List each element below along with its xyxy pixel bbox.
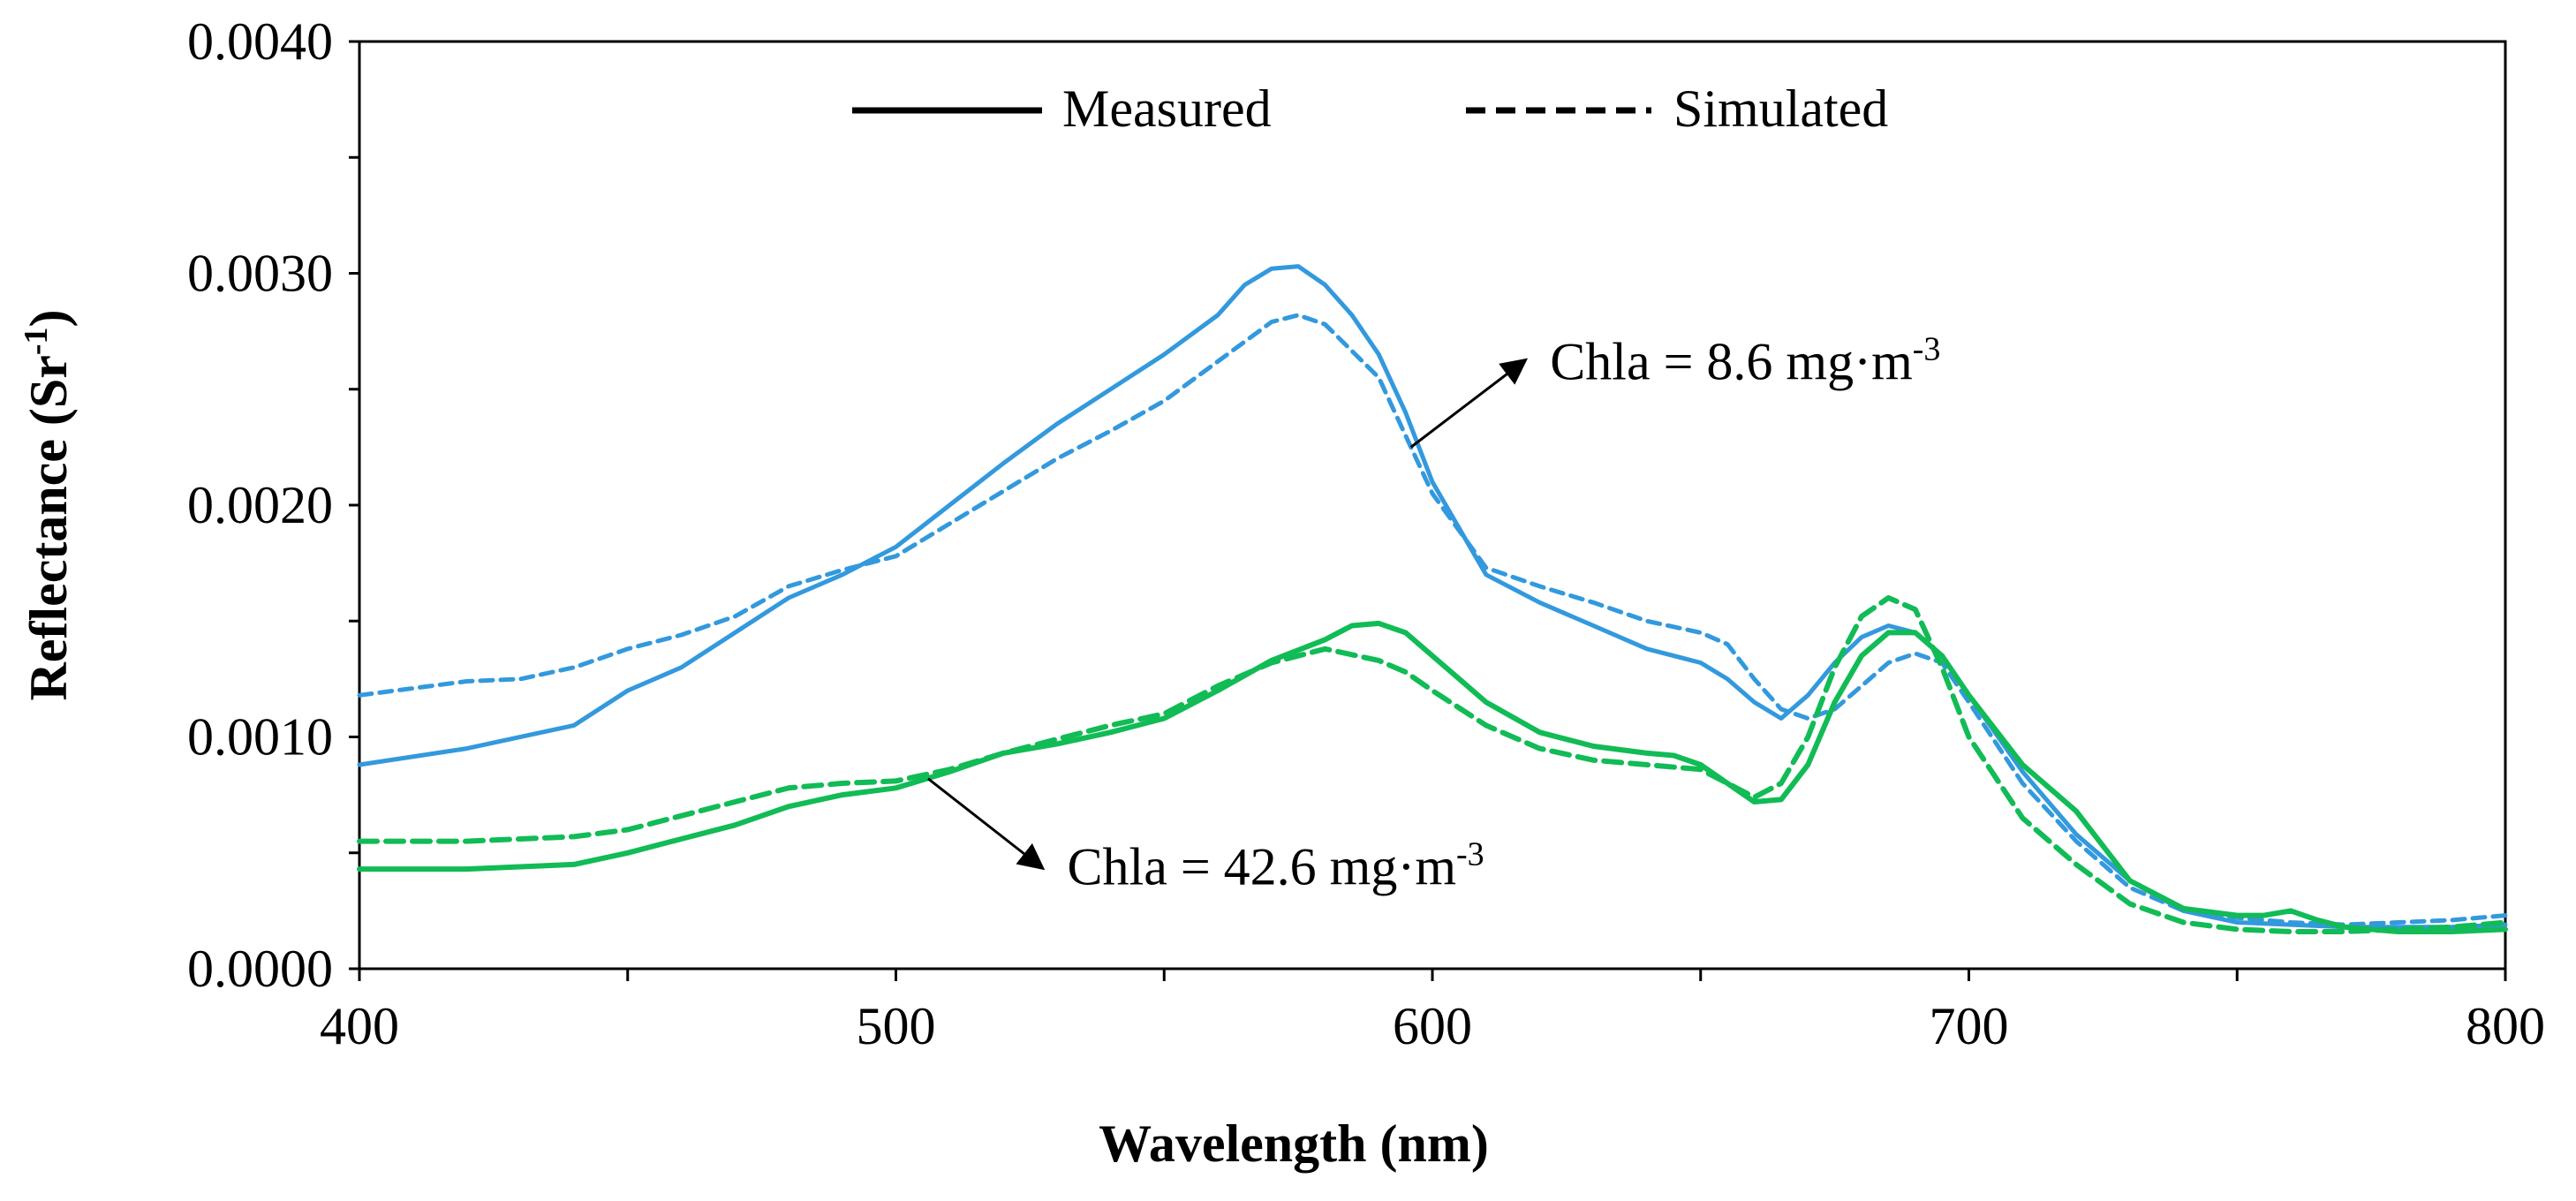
annotation-arrow [927, 777, 1046, 871]
x-tick-label: 800 [2466, 997, 2545, 1055]
x-tick-label: 400 [320, 997, 399, 1055]
annotation-text: Chla = 42.6 mg·m [1068, 838, 1456, 896]
y-axis-title: Reflectance (Sr-1) [18, 309, 78, 700]
series-line-simulated-chla-42-6 [357, 595, 2508, 934]
legend-measured-label: Measured [1062, 79, 1272, 138]
y-axis-title-close: ) [19, 309, 78, 327]
series-line-measured-chla-8-6 [357, 264, 2508, 930]
y-axis-title-main: Reflectance (Sr [19, 355, 78, 700]
plot-frame [358, 40, 2507, 971]
y-tick-label: 0.0000 [187, 940, 333, 998]
y-axis-ticks: 0.0000 0.0010 0.0020 0.0030 0.0040 [187, 12, 359, 998]
series-layer [357, 264, 2508, 934]
series-line-simulated-chla-8-6 [357, 313, 2508, 927]
y-axis-title-sup: -1 [18, 327, 55, 355]
y-tick-label: 0.0010 [187, 708, 333, 767]
y-tick-label: 0.0040 [187, 12, 333, 71]
legend: Measured Simulated [852, 79, 1888, 138]
annotation-arrow [1409, 358, 1529, 449]
y-tick-label: 0.0030 [187, 245, 333, 303]
annotation-superscript: -3 [1456, 836, 1484, 873]
legend-simulated-label: Simulated [1673, 79, 1888, 138]
x-axis-ticks: 400 500 600 700 800 [320, 969, 2545, 1055]
x-axis-title: Wavelength (nm) [1099, 1114, 1489, 1173]
annotation-chla-8-6: Chla = 8.6 mg·m-3 [1550, 330, 1940, 390]
annotation-chla-42-6: Chla = 42.6 mg·m-3 [1068, 836, 1484, 896]
annotation-superscript: -3 [1913, 330, 1941, 367]
x-tick-label: 500 [857, 997, 936, 1055]
series-line-measured-chla-42-6 [357, 620, 2508, 934]
y-tick-label: 0.0020 [187, 476, 333, 534]
x-tick-label: 700 [1930, 997, 2009, 1055]
annotation-text: Chla = 8.6 mg·m [1550, 332, 1912, 390]
x-tick-label: 600 [1393, 997, 1472, 1055]
